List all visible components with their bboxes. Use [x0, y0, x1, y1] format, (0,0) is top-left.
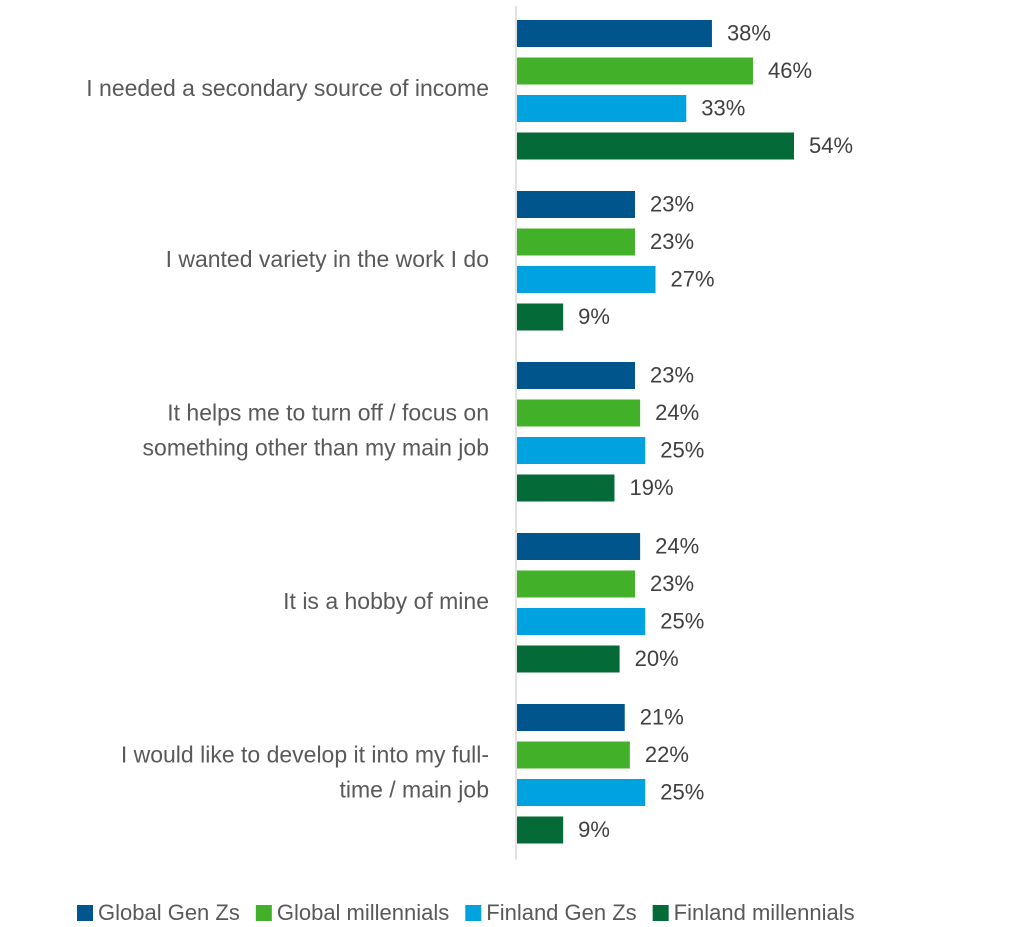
bar [517, 266, 656, 293]
data-label: 33% [701, 95, 745, 120]
data-label: 27% [671, 266, 715, 291]
legend-swatch [255, 905, 272, 921]
bar [517, 816, 564, 844]
data-label: 38% [727, 20, 771, 45]
bar [517, 779, 646, 806]
category-label: time / main job [339, 776, 489, 802]
legend-swatch [465, 905, 482, 921]
data-label: 24% [655, 533, 699, 558]
data-label: 9% [578, 817, 610, 842]
bar [517, 362, 635, 389]
legend-label: Finland millennials [674, 900, 855, 925]
data-label: 23% [650, 229, 694, 254]
category-label: I needed a secondary source of income [86, 75, 489, 101]
bar [517, 645, 620, 673]
data-label: 22% [645, 742, 689, 767]
data-label: 23% [650, 362, 694, 387]
bar [517, 95, 687, 122]
category-label: It is a hobby of mine [283, 588, 489, 614]
category-label: It helps me to turn off / focus on [167, 399, 489, 425]
data-label: 54% [809, 133, 853, 158]
bar [517, 704, 625, 731]
data-label: 9% [578, 304, 610, 329]
data-label: 25% [660, 437, 704, 462]
data-label: 25% [660, 608, 704, 633]
bar [517, 303, 564, 331]
bar [517, 608, 646, 635]
legend-label: Global millennials [277, 900, 449, 925]
data-label: 23% [650, 571, 694, 596]
bar [517, 132, 795, 160]
data-label: 19% [629, 475, 673, 500]
bar [517, 57, 753, 85]
bar [517, 741, 630, 769]
legend-swatch [77, 905, 93, 921]
bar [517, 437, 646, 464]
legend-swatch [652, 905, 669, 921]
bar [517, 399, 641, 427]
legend-label: Global Gen Zs [98, 900, 240, 925]
data-label: 25% [660, 779, 704, 804]
bar [517, 228, 635, 256]
bar [517, 474, 615, 502]
category-label: I wanted variety in the work I do [166, 246, 489, 272]
legend-label: Finland Gen Zs [486, 900, 636, 925]
bar [517, 533, 641, 560]
data-label: 21% [640, 704, 684, 729]
category-label: something other than my main job [143, 434, 489, 460]
data-label: 20% [635, 646, 679, 671]
category-label: I would like to develop it into my full- [121, 741, 489, 767]
data-label: 24% [655, 400, 699, 425]
data-label: 46% [768, 58, 812, 83]
bar [517, 20, 712, 47]
data-label: 23% [650, 191, 694, 216]
bar [517, 570, 635, 598]
bar [517, 191, 635, 218]
